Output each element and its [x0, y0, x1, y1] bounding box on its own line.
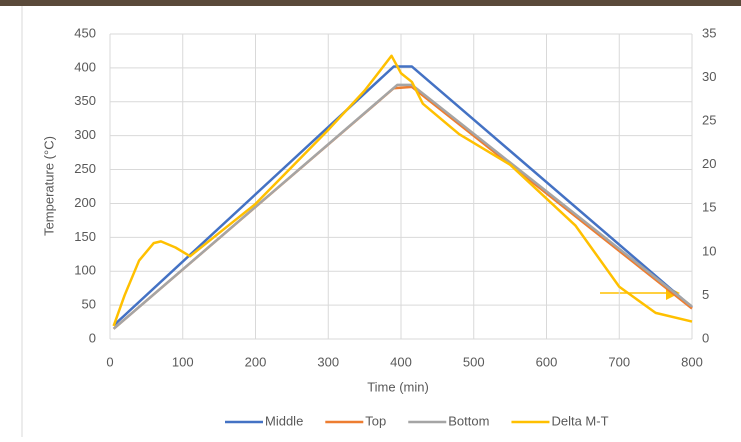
series-line: [112, 83, 693, 330]
y-tick-label: 450: [74, 25, 96, 40]
y-tick-label: 400: [74, 59, 96, 74]
x-tick-label: 200: [245, 354, 267, 369]
series-line: [112, 54, 693, 327]
y-tick-label: 250: [74, 161, 96, 176]
y-tick-label: 100: [74, 263, 96, 278]
legend-label: Bottom: [448, 413, 489, 428]
y2-tick-label: 35: [702, 25, 716, 40]
y2-tick-label: 5: [702, 287, 709, 302]
y2-tick-label: 15: [702, 200, 716, 215]
y2-tick-label: 25: [702, 113, 716, 128]
y2-tick-label: 0: [702, 330, 709, 345]
y2-tick-label: 20: [702, 156, 716, 171]
legend-label: Delta M-T: [551, 413, 608, 428]
y-tick-label: 300: [74, 127, 96, 142]
x-tick-label: 100: [172, 354, 194, 369]
legend-label: Top: [365, 413, 386, 428]
series-line: [112, 65, 693, 327]
y2-tick-label: 10: [702, 243, 716, 258]
y-tick-label: 0: [89, 330, 96, 345]
y-tick-label: 350: [74, 93, 96, 108]
y-tick-label: 200: [74, 195, 96, 210]
y-tick-label: 50: [82, 297, 96, 312]
legend-label: Middle: [265, 413, 303, 428]
x-tick-label: 400: [390, 354, 412, 369]
y-axis-label: Temperature (°C): [41, 136, 56, 236]
x-tick-label: 800: [681, 354, 703, 369]
x-axis-label: Time (min): [367, 379, 429, 394]
y-tick-label: 150: [74, 229, 96, 244]
photo-strip: [0, 0, 741, 6]
x-tick-label: 500: [463, 354, 485, 369]
x-tick-label: 0: [106, 354, 113, 369]
y2-tick-label: 30: [702, 69, 716, 84]
x-tick-label: 300: [317, 354, 339, 369]
x-tick-label: 600: [536, 354, 558, 369]
x-tick-label: 700: [608, 354, 630, 369]
